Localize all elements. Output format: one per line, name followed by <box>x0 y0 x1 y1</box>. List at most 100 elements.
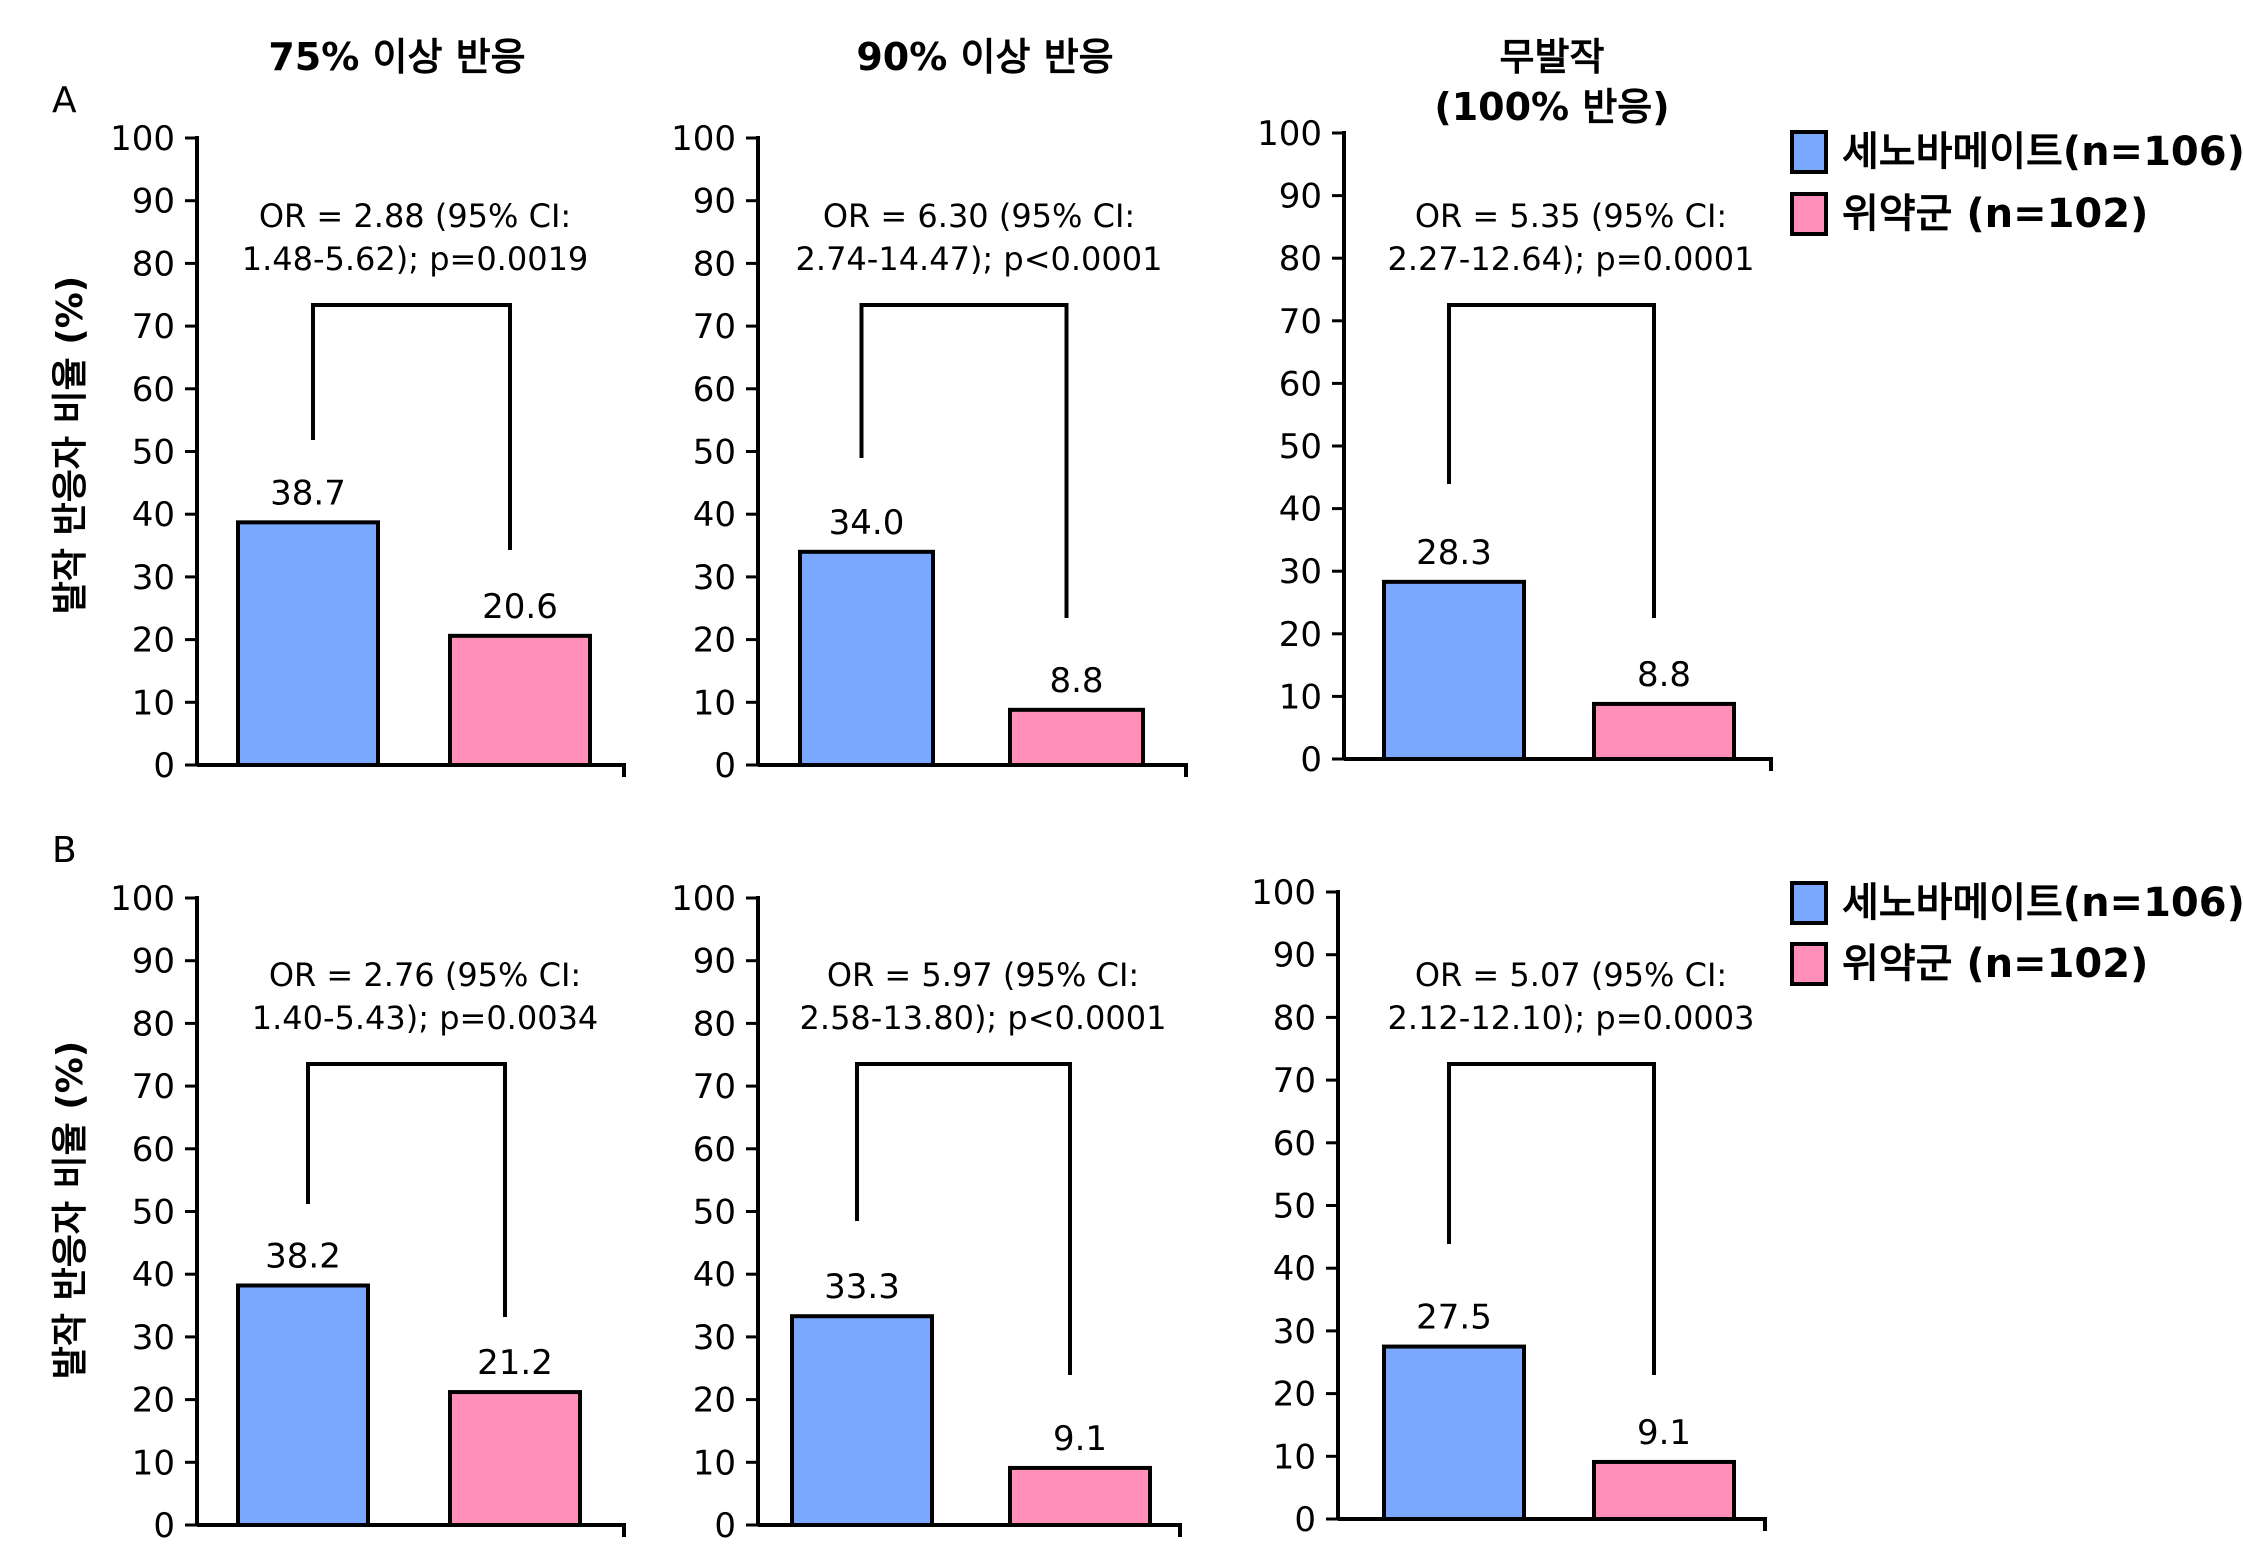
legend-b-swatch-placebo <box>1790 942 1828 986</box>
y-tick-label: 80 <box>1279 239 1322 279</box>
bar-placebo <box>448 1390 582 1528</box>
y-tick-label: 60 <box>693 1130 736 1170</box>
panel-label-b: B <box>52 830 77 871</box>
bar-placebo <box>1008 1465 1152 1527</box>
y-tick-label: 60 <box>132 370 175 410</box>
bar-value-label-placebo: 9.1 <box>1053 1419 1107 1459</box>
y-tick-label: 30 <box>132 1318 175 1358</box>
chart-b-90-response: 0 10 20 30 40 50 60 70 80 90 100 33.3 9.1 OR = 5.97 (… <box>671 879 1182 1546</box>
legend-a-swatch-drug <box>1790 130 1828 174</box>
column-title-3-line1: 무발작 <box>1500 35 1605 79</box>
y-axis-title-a: 발작 반응자 비율 (%) <box>50 276 91 614</box>
y-tick-label: 50 <box>693 1193 736 1233</box>
y-tick-label: 70 <box>693 1067 736 1107</box>
bar-value-label-drug: 27.5 <box>1416 1298 1492 1338</box>
y-tick-label: 40 <box>132 495 175 535</box>
bar-drug <box>790 1314 934 1527</box>
y-tick-label: 10 <box>132 683 175 723</box>
chart-a-90-response: 0 10 20 30 40 50 60 70 80 90 100 34.0 8.8 OR = 6.30 (… <box>671 119 1188 786</box>
y-tick-label: 40 <box>693 1255 736 1295</box>
legend-b-swatch-drug <box>1790 881 1828 925</box>
y-tick-label: 80 <box>693 244 736 284</box>
y-tick-label: 30 <box>1279 552 1322 592</box>
legend-b-label-drug: 세노바메이트(n=106) <box>1842 880 2243 926</box>
y-tick-label: 10 <box>1273 1437 1316 1477</box>
y-tick-label: 80 <box>132 1004 175 1044</box>
odds-ratio-annotation: OR = 5.35 (95% CI: <box>1415 197 1727 235</box>
y-tick-label: 60 <box>1279 364 1322 404</box>
odds-ratio-annotation: OR = 2.76 (95% CI: <box>269 956 581 994</box>
odds-ratio-annotation: 2.58-13.80); p<0.0001 <box>800 999 1167 1037</box>
bar-placebo <box>1592 701 1736 761</box>
y-tick-label: 10 <box>1279 677 1322 717</box>
y-tick-label: 100 <box>110 879 175 919</box>
y-tick-label: 30 <box>693 558 736 598</box>
significance-bracket <box>306 1062 507 1317</box>
bar-value-label-drug: 28.3 <box>1416 533 1492 573</box>
bar-placebo <box>448 633 592 768</box>
y-tick-label: 40 <box>693 495 736 535</box>
legend-b-label-placebo: 위약군 (n=102) <box>1842 941 2148 987</box>
bar-value-label-placebo: 20.6 <box>482 587 558 627</box>
y-tick-label: 90 <box>693 942 736 982</box>
y-tick-label: 50 <box>132 1193 175 1233</box>
chart-b-seizure-free: 0 10 20 30 40 50 60 70 80 90 100 27.5 9.1 OR = 5.07 (… <box>1251 873 1767 1540</box>
y-tick-label: 50 <box>1279 427 1322 467</box>
bar-placebo <box>1008 707 1145 767</box>
chart-a-seizure-free: 0 10 20 30 40 50 60 70 80 90 100 28.3 8.8 OR = 5.35 (… <box>1257 114 1773 780</box>
y-tick-label: 80 <box>1273 998 1316 1038</box>
bar-drug <box>236 520 380 768</box>
odds-ratio-annotation: 2.74-14.47); p<0.0001 <box>796 240 1163 278</box>
y-tick-label: 100 <box>671 879 736 919</box>
bar-value-label-placebo: 9.1 <box>1637 1413 1691 1453</box>
chart-b-75-response: 0 10 20 30 40 50 60 70 80 90 100 38.2 21.2 OR = 2.76 … <box>110 879 626 1546</box>
y-tick-label: 100 <box>671 119 736 159</box>
y-tick-label: 90 <box>1279 177 1322 217</box>
panel-label-a: A <box>52 80 77 121</box>
y-tick-label: 60 <box>1273 1124 1316 1164</box>
y-tick-label: 70 <box>132 1067 175 1107</box>
y-tick-label: 40 <box>1273 1249 1316 1289</box>
y-tick-label: 40 <box>1279 490 1322 530</box>
legend-a-label-placebo: 위약군 (n=102) <box>1842 191 2148 237</box>
y-tick-label: 80 <box>132 244 175 284</box>
legend-a-label-drug: 세노바메이트(n=106) <box>1842 129 2243 175</box>
y-tick-label: 100 <box>110 119 175 159</box>
y-tick-label: 0 <box>714 1506 736 1546</box>
y-tick-label: 20 <box>1273 1375 1316 1415</box>
y-tick-label: 90 <box>693 182 736 222</box>
y-tick-label: 50 <box>132 433 175 473</box>
y-tick-label: 50 <box>1273 1187 1316 1227</box>
bar-drug <box>236 1283 370 1527</box>
bar-value-label-drug: 33.3 <box>824 1267 900 1307</box>
significance-bracket <box>859 303 1069 618</box>
y-tick-label: 50 <box>693 433 736 473</box>
y-tick-label: 20 <box>132 1381 175 1421</box>
bar-placebo <box>1592 1459 1736 1521</box>
y-tick-label: 10 <box>132 1443 175 1483</box>
y-tick-label: 60 <box>693 370 736 410</box>
y-tick-label: 100 <box>1257 114 1322 154</box>
y-axis-title-b: 발작 반응자 비율 (%) <box>50 1041 91 1379</box>
odds-ratio-annotation: 1.48-5.62); p=0.0019 <box>242 240 589 278</box>
bar-value-label-placebo: 8.8 <box>1637 655 1691 695</box>
y-tick-label: 80 <box>693 1004 736 1044</box>
odds-ratio-annotation: OR = 5.07 (95% CI: <box>1415 956 1727 994</box>
y-tick-label: 70 <box>1279 302 1322 342</box>
y-tick-label: 0 <box>1294 1500 1316 1540</box>
column-title-1: 75% 이상 반응 <box>268 35 525 79</box>
legend-a: 세노바메이트(n=106) 위약군 (n=102) <box>1790 129 2243 237</box>
y-tick-label: 0 <box>1300 740 1322 780</box>
chart-a-75-response: 0 10 20 30 40 50 60 70 80 90 100 38.7 20.6 OR = 2.88 … <box>110 119 626 786</box>
y-tick-label: 20 <box>1279 615 1322 655</box>
y-tick-label: 90 <box>132 942 175 982</box>
y-tick-label: 30 <box>132 558 175 598</box>
y-tick-label: 10 <box>693 683 736 723</box>
y-tick-label: 20 <box>693 621 736 661</box>
y-tick-label: 70 <box>1273 1061 1316 1101</box>
y-tick-label: 0 <box>714 746 736 786</box>
odds-ratio-annotation: OR = 6.30 (95% CI: <box>823 197 1135 235</box>
y-tick-label: 30 <box>1273 1312 1316 1352</box>
odds-ratio-annotation: 1.40-5.43); p=0.0034 <box>252 999 599 1037</box>
